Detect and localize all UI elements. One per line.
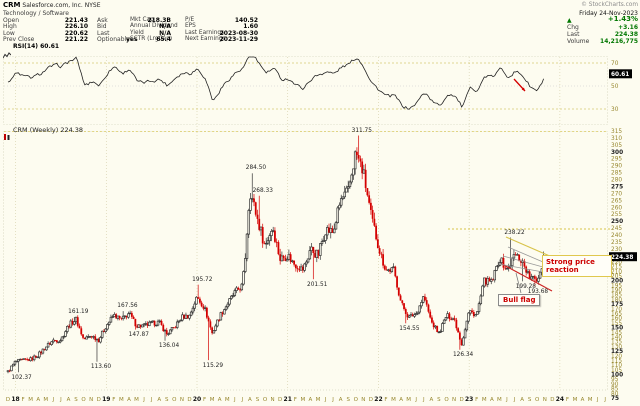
optionable-value: yes <box>126 36 138 43</box>
pe-value: 140.52 <box>234 16 258 24</box>
price-label: 147.87 <box>128 332 149 339</box>
next-earnings-value: 2023-11-29 <box>219 36 258 43</box>
price-label: 311.75 <box>351 127 372 134</box>
next-earnings-label: Next Earnings <box>185 36 226 42</box>
price-label: 201.51 <box>307 281 328 288</box>
price-label: 154.55 <box>399 325 420 332</box>
yield-label: Yield <box>130 29 144 36</box>
price-label: 126.34 <box>452 352 474 359</box>
price-label: 161.19 <box>68 309 89 316</box>
company-name: Salesforce.com, Inc. <box>22 2 83 9</box>
eps-label: EPS <box>185 23 196 29</box>
high-value: 226.10 <box>64 23 88 30</box>
last-earnings-label: Last Earnings <box>185 29 225 36</box>
symbol: CRM <box>3 1 21 9</box>
last-earnings-value: 2023-08-30 <box>219 29 258 37</box>
sctr-value: 65.4 <box>156 36 171 43</box>
main-panel-legend: CRM (Weekly) 224.38 <box>13 125 84 134</box>
annotation-strong-price-reaction: Strong price reaction <box>542 255 612 277</box>
chg-value: +3.16 <box>618 24 638 31</box>
price-label: 193.68 <box>527 289 549 296</box>
dividend-label: Annual Dividend <box>130 23 178 29</box>
price-label: 115.29 <box>202 362 224 369</box>
watermark-copyright: © StockCharts.com <box>581 2 638 8</box>
candlestick-icon <box>3 126 11 145</box>
prev-close-label: Prev Close <box>3 36 35 43</box>
low-label: Low <box>3 29 15 37</box>
price-label: 199.28 <box>515 283 537 290</box>
sctr-label: SCTR (LrgCap) <box>130 36 173 42</box>
ask-label: Ask <box>97 16 108 24</box>
chg-label: Chg <box>567 24 579 31</box>
bid-label: Bid <box>97 23 107 30</box>
price-label: 268.33 <box>252 187 273 194</box>
price-label: 284.50 <box>245 165 267 172</box>
quote-date: Friday 24-Nov-2023 <box>579 9 638 17</box>
price-label: 195.72 <box>192 276 213 283</box>
price-label: 167.56 <box>117 303 138 310</box>
chart-title: CRM Salesforce.com, Inc. NYSE <box>3 1 101 10</box>
optionable-label: Optionable: <box>97 36 132 43</box>
open-value: 221.43 <box>64 16 88 24</box>
prev-close-value: 221.22 <box>64 36 88 43</box>
last-price-label: Last <box>567 31 580 38</box>
mktcap-value: 218.3B <box>147 16 171 24</box>
volume-value: 14,216,775 <box>600 38 638 45</box>
volume-label: Volume <box>567 38 590 45</box>
last-label: Last <box>97 29 110 37</box>
price-label: 238.22 <box>504 229 525 236</box>
yield-value: N/A <box>159 29 171 37</box>
rsi-indicator-icon <box>2 44 12 63</box>
annotation-bull-flag: Bull flag <box>498 294 541 306</box>
low-value: 220.62 <box>64 29 88 37</box>
percent-change: +1.43% <box>607 15 638 23</box>
eps-value: 1.60 <box>243 23 258 30</box>
price-label: 136.04 <box>158 343 180 350</box>
up-arrow-icon: ▲ <box>567 16 572 24</box>
mktcap-label: Mkt Cap <box>130 16 154 23</box>
pe-label: P/E <box>185 16 195 23</box>
dividend-value: N/A <box>159 23 171 30</box>
rsi-legend: RSI(14) 60.61 <box>13 43 60 50</box>
last-price-value: 224.38 <box>614 31 638 38</box>
price-label: 102.37 <box>11 374 32 381</box>
exchange: NYSE <box>84 2 101 9</box>
open-label: Open <box>3 16 20 24</box>
sector: Technology / Software <box>3 9 69 17</box>
high-label: High <box>3 23 17 30</box>
price-label: 113.60 <box>90 364 112 371</box>
